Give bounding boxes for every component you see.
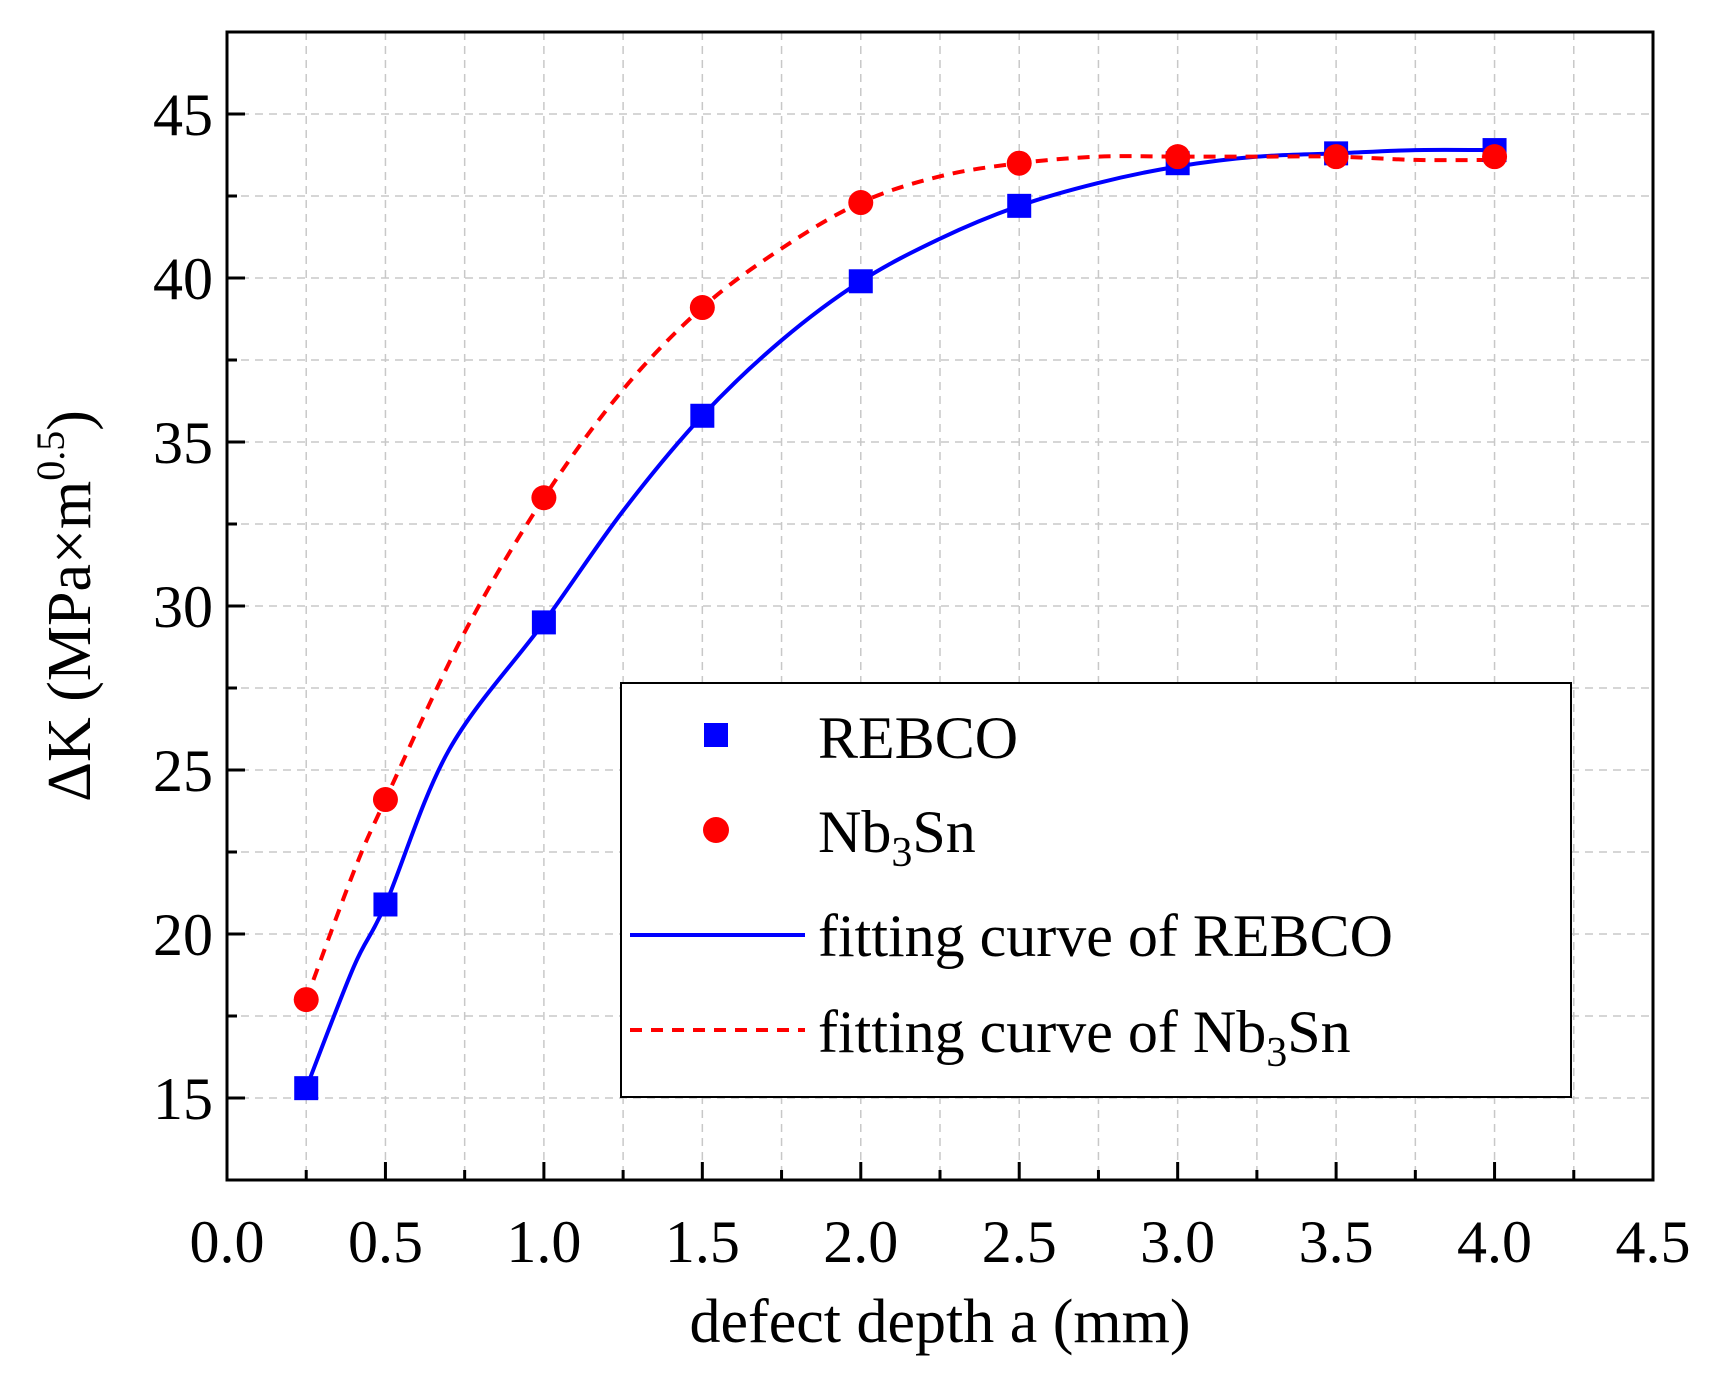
y-axis-title: ΔK (MPa×m0.5) [28, 410, 104, 802]
point-nb3sn [1482, 144, 1508, 170]
legend-label-nb3sn-sub: 3 [891, 830, 912, 876]
axis-ticks [225, 30, 1655, 1182]
x-tick-label: 2.0 [823, 1209, 898, 1275]
fit-curves [304, 147, 1495, 1089]
x-tick-label: 1.5 [665, 1209, 740, 1275]
legend-label-nb3sn-post: Sn [912, 799, 975, 865]
legend-label-nb3sn-fit-post: Sn [1287, 999, 1350, 1065]
x-tick-label: 4.0 [1457, 1209, 1532, 1275]
legend-label-nb3sn: Nb3Sn [818, 799, 976, 876]
legend-label-nb3sn-fit-sub: 3 [1266, 1030, 1287, 1076]
y-axis-title-main: ΔK (MPa×m [36, 481, 104, 802]
x-tick-label: 1.0 [506, 1209, 581, 1275]
y-tick-label: 40 [153, 246, 213, 312]
point-rebco [848, 269, 873, 294]
data-markers [293, 138, 1508, 1101]
point-nb3sn [1323, 144, 1349, 170]
point-nb3sn [1006, 150, 1032, 176]
x-tick-label: 0.0 [190, 1209, 265, 1275]
y-tick-label: 15 [153, 1066, 213, 1132]
y-tick-label: 25 [153, 738, 213, 804]
y-tick-label: 35 [153, 410, 213, 476]
point-rebco [690, 403, 715, 428]
x-tick-label: 2.5 [982, 1209, 1057, 1275]
legend-marker-rebco [704, 723, 728, 747]
point-nb3sn [689, 295, 715, 321]
legend-label-rebco: REBCO [818, 705, 1018, 771]
x-tick-label: 3.0 [1140, 1209, 1215, 1275]
x-tick-label: 4.5 [1616, 1209, 1691, 1275]
x-tick-label: 3.5 [1299, 1209, 1374, 1275]
y-tick-label: 45 [153, 82, 213, 148]
tick-labels: 0.0 0.5 1.0 1.5 2.0 2.5 3.0 3.5 4.0 4.5 15 20 25 30 35… [153, 82, 1691, 1275]
point-rebco [531, 610, 556, 635]
y-axis-title-sup: 0.5 [28, 431, 73, 481]
point-rebco [294, 1076, 319, 1101]
legend-label-nb3sn-fit: fitting curve of Nb3Sn [818, 999, 1351, 1076]
y-tick-label: 30 [153, 574, 213, 640]
x-tick-label: 0.5 [348, 1209, 423, 1275]
y-axis-title-close: ) [36, 410, 104, 431]
point-nb3sn [372, 787, 398, 813]
point-nb3sn [531, 485, 557, 511]
y-tick-label: 20 [153, 902, 213, 968]
legend-label-nb3sn-fit-pre: fitting curve of Nb [818, 999, 1266, 1065]
point-nb3sn [848, 190, 874, 216]
legend-marker-nb3sn [703, 817, 729, 843]
point-nb3sn [1165, 144, 1191, 170]
legend-label-nb3sn-pre: Nb [818, 799, 891, 865]
point-rebco [1007, 193, 1032, 218]
legend-label-rebco-fit: fitting curve of REBCO [818, 903, 1393, 969]
x-axis-title: defect depth a (mm) [690, 1288, 1191, 1356]
fit-curve-nb3sn [304, 154, 1495, 1001]
point-rebco [373, 892, 398, 917]
legend: REBCO Nb3Sn fitting curve of REBCO fitti… [620, 682, 1572, 1098]
point-nb3sn [293, 987, 319, 1013]
